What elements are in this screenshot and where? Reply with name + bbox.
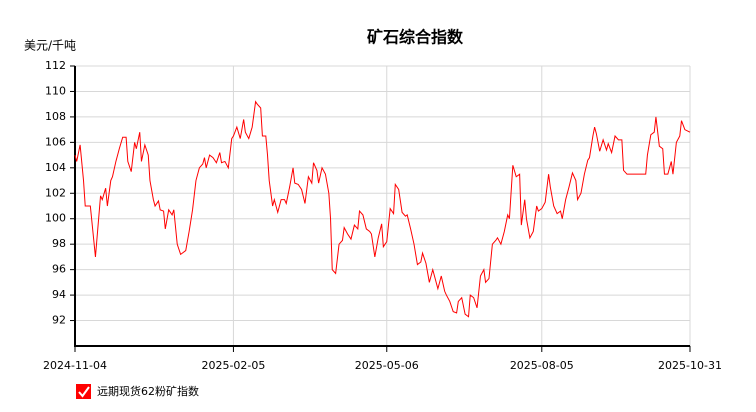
y-tick-label: 92 — [52, 314, 66, 327]
x-tick-label: 2025-05-06 — [355, 359, 419, 372]
chart-title: 矿石综合指数 — [367, 28, 464, 47]
y-tick-label: 100 — [45, 212, 66, 225]
y-tick-label: 106 — [45, 135, 66, 148]
legend-label: 远期现货62粉矿指数 — [97, 384, 199, 398]
y-tick-label: 98 — [52, 237, 66, 250]
x-tick-label: 2025-02-05 — [201, 359, 265, 372]
y-tick-label: 104 — [45, 161, 66, 174]
legend-item[interactable]: 远期现货62粉矿指数 — [76, 384, 199, 399]
x-tick-label: 2025-08-05 — [510, 359, 574, 372]
y-tick-label: 112 — [45, 59, 66, 72]
x-tick-label: 2025-10-31 — [658, 359, 722, 372]
y-tick-label: 94 — [52, 288, 66, 301]
legend-check — [78, 386, 90, 398]
y-tick-label: 102 — [45, 186, 66, 199]
x-tick-label: 2024-11-04 — [43, 359, 107, 372]
y-tick-label: 96 — [52, 263, 66, 276]
line-series — [74, 100, 691, 318]
legend-checkbox — [76, 384, 91, 399]
y-tick-label: 108 — [45, 110, 66, 123]
y-tick-label: 110 — [45, 84, 66, 97]
y-axis-label: 美元/千吨 — [24, 39, 76, 53]
